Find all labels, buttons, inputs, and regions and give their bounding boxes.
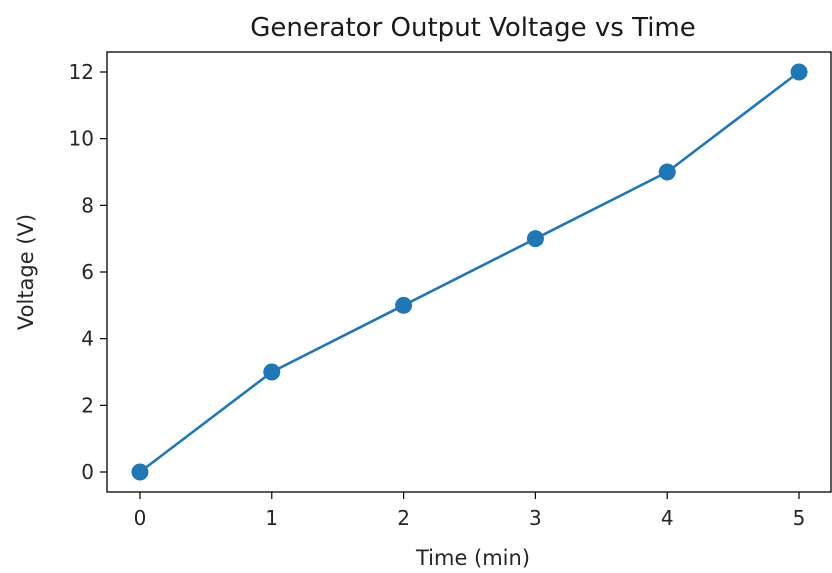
chart-title: Generator Output Voltage vs Time — [250, 13, 696, 43]
y-tick-label: 12 — [69, 60, 94, 84]
data-point — [658, 163, 676, 181]
data-point — [790, 63, 808, 81]
x-tick-label: 5 — [793, 506, 806, 530]
series-line — [139, 70, 800, 474]
x-tick-label: 4 — [661, 506, 674, 530]
y-tick-label: 0 — [81, 460, 94, 484]
data-point — [526, 230, 544, 248]
x-tick-label: 1 — [265, 506, 278, 530]
x-tick-label: 2 — [397, 506, 410, 530]
x-tick-label: 3 — [529, 506, 542, 530]
series-group — [131, 63, 808, 481]
y-axis-title: Voltage (V) — [14, 214, 38, 330]
data-point — [395, 296, 413, 314]
data-point — [263, 363, 281, 381]
y-tick-label: 4 — [81, 327, 94, 351]
y-tick-label: 10 — [69, 127, 94, 151]
data-point — [131, 463, 149, 481]
y-tick-label: 2 — [81, 393, 94, 417]
y-tick-label: 6 — [81, 260, 94, 284]
x-tick-label: 0 — [134, 506, 147, 530]
x-axis-title: Time (min) — [415, 546, 530, 570]
y-tick-label: 8 — [81, 193, 94, 217]
